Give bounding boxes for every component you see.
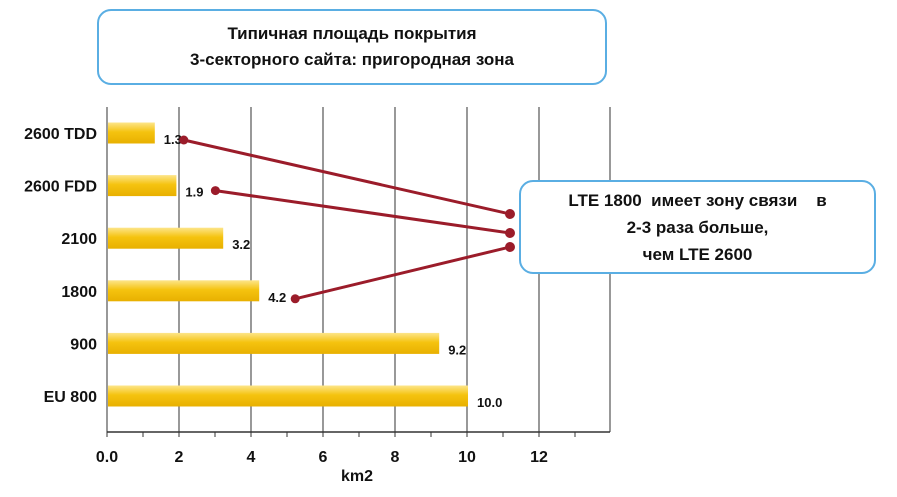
value-label: 3.2 bbox=[232, 237, 250, 252]
bar bbox=[108, 280, 260, 302]
value-label: 1.3 bbox=[164, 132, 182, 147]
connector-dot bbox=[290, 294, 300, 304]
x-tick-label: 2 bbox=[175, 449, 184, 466]
bar bbox=[108, 385, 468, 407]
x-tick-label: 0.0 bbox=[96, 449, 118, 466]
connector-dot bbox=[179, 135, 189, 145]
x-tick-label: 4 bbox=[247, 449, 256, 466]
category-label: EU 800 bbox=[44, 389, 97, 406]
category-label: 900 bbox=[70, 336, 97, 353]
category-label: 2600 TDD bbox=[24, 126, 97, 143]
x-tick-label: 8 bbox=[391, 449, 400, 466]
x-tick-label: 10 bbox=[458, 449, 476, 466]
bar bbox=[108, 122, 155, 144]
bar bbox=[108, 175, 177, 197]
x-tick-label: 6 bbox=[319, 449, 328, 466]
callout-line-1: LTE 1800 имеет зону связи в bbox=[568, 190, 827, 210]
callout-connector bbox=[294, 245, 511, 301]
chart-title-line-2: 3-секторного сайта: пригородная зона bbox=[190, 50, 514, 69]
chart-title-box: Типичная площадь покрытия 3-секторного с… bbox=[97, 9, 607, 85]
callout-connector bbox=[215, 189, 511, 235]
category-label: 1800 bbox=[61, 284, 97, 301]
x-tick-label: 12 bbox=[530, 449, 548, 466]
callout-line-3: чем LTE 2600 bbox=[642, 244, 753, 264]
category-label: 2600 FDD bbox=[24, 179, 97, 196]
value-label: 1.9 bbox=[185, 185, 203, 200]
callout-box: LTE 1800 имеет зону связи в 2-3 раза бол… bbox=[519, 180, 876, 274]
bar bbox=[108, 332, 440, 354]
connector-dot bbox=[505, 209, 515, 219]
value-label: 9.2 bbox=[448, 342, 466, 357]
chart-title-line-1: Типичная площадь покрытия bbox=[227, 24, 477, 43]
category-label: 2100 bbox=[61, 231, 97, 248]
connector-dot bbox=[505, 242, 515, 252]
callout-line-2: 2-3 раза больше, bbox=[626, 217, 769, 237]
x-axis-title: km2 bbox=[341, 468, 373, 485]
connector-dot bbox=[210, 186, 220, 196]
value-label: 4.2 bbox=[268, 290, 286, 305]
callout-connector bbox=[183, 138, 511, 216]
value-label: 10.0 bbox=[477, 395, 502, 410]
connector-dot bbox=[505, 228, 515, 238]
bar bbox=[108, 227, 224, 249]
